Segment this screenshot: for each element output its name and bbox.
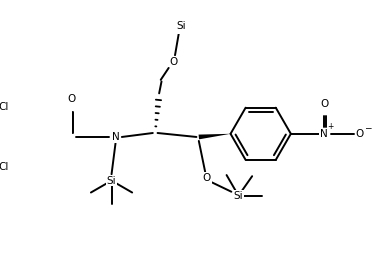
Text: Si: Si xyxy=(177,21,186,31)
Text: O: O xyxy=(203,173,211,183)
Text: N: N xyxy=(112,132,119,142)
Text: O: O xyxy=(68,94,76,104)
Text: N: N xyxy=(320,129,328,139)
Text: +: + xyxy=(327,122,334,131)
Text: −: − xyxy=(364,123,372,132)
Text: O: O xyxy=(320,99,328,109)
Text: Cl: Cl xyxy=(0,162,9,172)
Text: O: O xyxy=(356,129,364,139)
Text: Si: Si xyxy=(234,191,243,201)
Text: Si: Si xyxy=(107,176,116,186)
Text: O: O xyxy=(169,57,177,66)
Polygon shape xyxy=(199,134,231,139)
Text: Cl: Cl xyxy=(0,102,9,112)
